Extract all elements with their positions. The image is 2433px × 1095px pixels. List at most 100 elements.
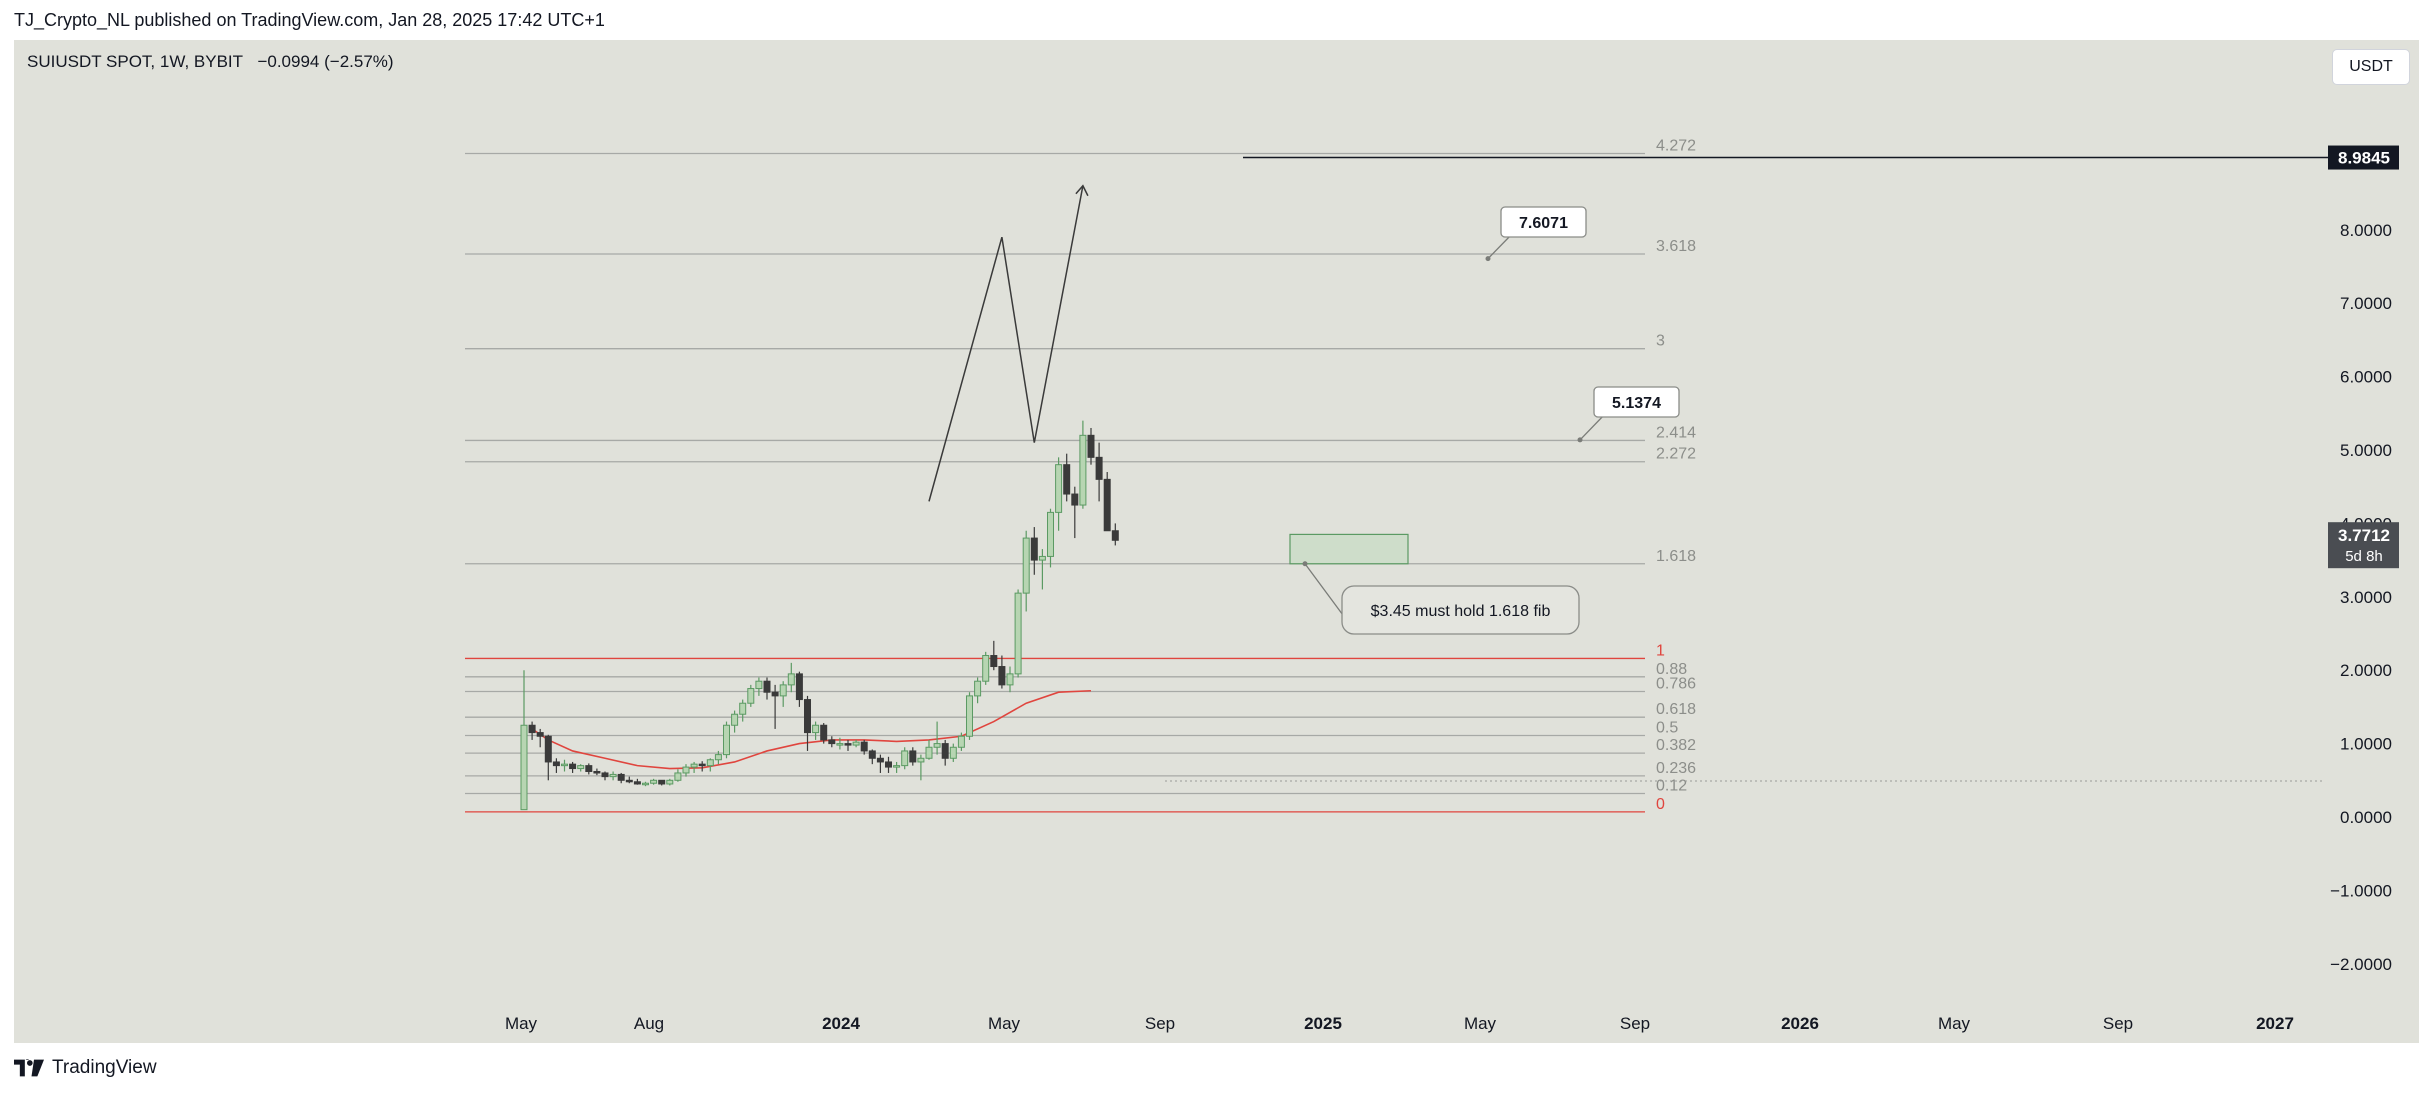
candle-body: [909, 750, 917, 763]
fib-level-label: 1: [1656, 642, 1665, 659]
candle-body: [658, 779, 666, 785]
fib-level-label: 0.5: [1656, 720, 1678, 737]
publication-header: TJ_Crypto_NL published on TradingView.co…: [14, 10, 605, 30]
candle-body: [1055, 464, 1063, 513]
candle-body: [812, 724, 820, 734]
callout-label: $3.45 must hold 1.618 fib: [1371, 603, 1551, 620]
candle-body: [876, 757, 884, 763]
candle-body: [844, 743, 852, 746]
candle-body: [690, 763, 698, 768]
y-axis-tick: 5.0000: [2340, 441, 2392, 460]
y-axis-tick: 8.0000: [2340, 221, 2392, 240]
candle-body: [706, 759, 714, 767]
fib-level-label: 3.618: [1656, 238, 1696, 255]
candle-body: [714, 754, 722, 761]
fib-level-label: 0.618: [1656, 701, 1696, 718]
candle-body: [1006, 673, 1014, 686]
candle-body: [957, 735, 965, 748]
candle-body: [925, 746, 933, 759]
candle-body: [520, 724, 528, 811]
candle-body: [666, 779, 674, 785]
candle-body: [650, 779, 658, 784]
x-axis-tick: 2024: [822, 1014, 860, 1033]
callout-box: [1341, 585, 1580, 635]
x-axis-tick: 2027: [2256, 1014, 2294, 1033]
candle-body: [601, 772, 609, 778]
candle-body: [998, 666, 1006, 686]
x-axis-tick: Sep: [1145, 1014, 1175, 1033]
candle-body: [552, 761, 560, 767]
candle-body: [593, 770, 601, 774]
moving-average-line: [531, 689, 1092, 770]
candle-body: [617, 773, 625, 781]
fib-level-label: 0.786: [1656, 675, 1696, 692]
candle-body: [609, 773, 617, 778]
candle-body: [723, 724, 730, 756]
fib-level-label: 2.414: [1656, 424, 1696, 441]
last-price-label: 3.7712: [2338, 526, 2390, 545]
candle-body: [949, 746, 957, 759]
fib-level-label: 3: [1656, 333, 1665, 350]
callout-box: [1500, 206, 1587, 238]
candle-body: [836, 743, 844, 746]
symbol-info: SUIUSDT SPOT, 1W, BYBIT −0.0994 (−2.57%): [27, 52, 394, 72]
projection-arrowhead: [1075, 184, 1089, 197]
callout-anchor: [1577, 437, 1583, 443]
candle-body: [1038, 555, 1046, 561]
candle-body: [990, 655, 998, 668]
candle-body: [763, 680, 771, 693]
candle-body: [1014, 592, 1022, 675]
x-axis-tick: Sep: [2103, 1014, 2133, 1033]
y-axis-tick: 2.0000: [2340, 661, 2392, 680]
candle-body: [577, 765, 585, 770]
candle-body: [804, 699, 811, 734]
candle-body: [868, 750, 876, 759]
fib-level-label: 0.382: [1656, 737, 1696, 754]
candle-body: [682, 766, 690, 774]
candle-body: [941, 743, 949, 759]
callout-anchor: [1302, 561, 1308, 567]
fib-level-label: 0.88: [1656, 661, 1687, 678]
last-price-countdown: 5d 8h: [2345, 548, 2383, 565]
x-axis-tick: Sep: [1620, 1014, 1650, 1033]
candle-body: [585, 765, 593, 772]
candle-body: [893, 765, 901, 768]
currency-button[interactable]: USDT: [2332, 49, 2410, 85]
chart-area[interactable]: [14, 40, 2419, 1043]
x-axis-tick: May: [988, 1014, 1021, 1033]
x-axis-tick: 2025: [1304, 1014, 1342, 1033]
candle-body: [1063, 464, 1071, 495]
candle-body: [633, 781, 641, 785]
x-axis-tick: 2026: [1781, 1014, 1819, 1033]
candle-body: [885, 761, 892, 768]
fib-level-label: 0: [1656, 796, 1665, 813]
candle-body: [536, 732, 544, 737]
candle-body: [674, 772, 682, 781]
y-axis-tick: 1.0000: [2340, 735, 2392, 754]
candle-body: [828, 739, 836, 745]
candle-body: [974, 680, 982, 697]
y-axis-tick: 0.0000: [2340, 808, 2392, 827]
candle-body: [860, 741, 868, 752]
candle-body: [852, 741, 860, 746]
fib-level-label: 0.236: [1656, 760, 1696, 777]
candle-body: [1022, 537, 1030, 594]
candle-body: [820, 724, 828, 741]
candle-body: [561, 763, 568, 767]
candle-body: [642, 782, 649, 786]
candle-body: [1047, 511, 1054, 557]
fib-level-label: 1.618: [1656, 548, 1696, 565]
price-change: −0.0994 (−2.57%): [257, 52, 394, 71]
y-axis-tick: −1.0000: [2330, 881, 2392, 900]
candle-body: [1079, 434, 1087, 506]
candle-body: [982, 655, 990, 682]
candle-body: [795, 673, 803, 701]
tradingview-footer[interactable]: TradingView: [14, 1057, 157, 1079]
support-zone: [1289, 533, 1409, 565]
candle-body: [933, 743, 941, 748]
x-axis-tick: May: [1938, 1014, 1971, 1033]
candle-body: [731, 713, 739, 726]
candle-body: [1030, 537, 1038, 561]
fib-level-label: 2.272: [1656, 446, 1696, 463]
